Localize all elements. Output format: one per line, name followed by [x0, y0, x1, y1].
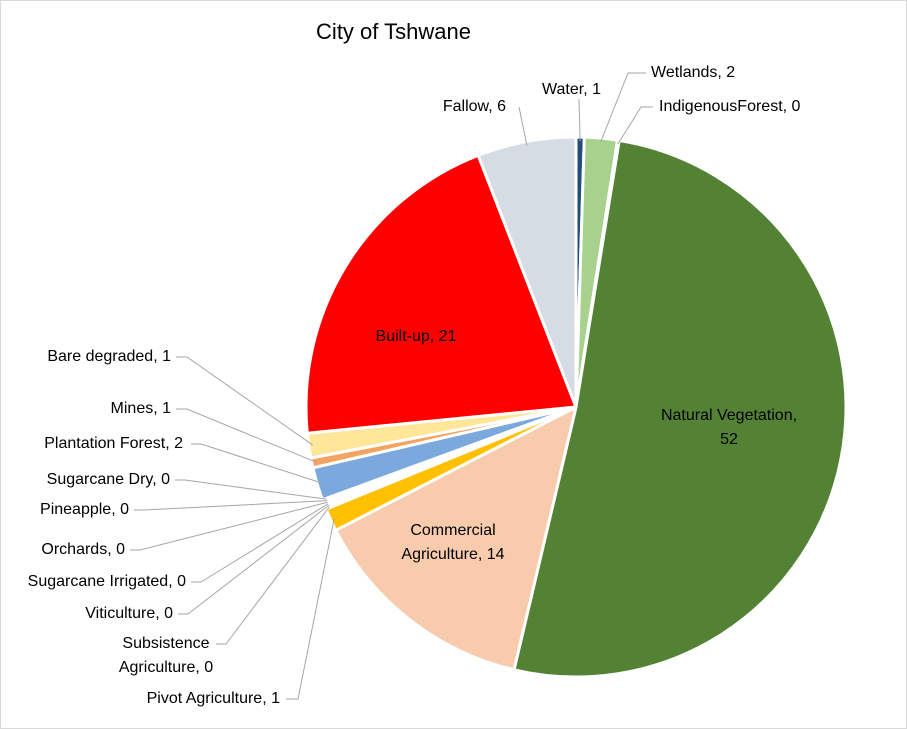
- data-label-pivot-agriculture: Pivot Agriculture, 1: [147, 690, 281, 707]
- leader-line-orchards: [130, 501, 328, 551]
- leader-line-mines: [176, 408, 316, 463]
- data-label-water: Water, 1: [542, 81, 601, 98]
- leader-line-fallow: [518, 106, 528, 146]
- leader-line-water: [578, 98, 581, 142]
- data-label-plantation-forest: Plantation Forest, 2: [44, 435, 183, 452]
- pie-slice-commercial-agriculture: [334, 405, 578, 672]
- pie-slice-built-up: [304, 153, 578, 435]
- leader-line-indigenousforest: [617, 106, 653, 145]
- data-label-subsistence-agriculture: Subsistence Agriculture, 0: [119, 635, 213, 676]
- leader-line-viticulture: [178, 504, 330, 615]
- leader-line-wetlands: [600, 72, 646, 143]
- data-label-indigenousforest: IndigenousForest, 0: [659, 98, 801, 115]
- data-label-natural-vegetation: Natural Vegetation, 52: [661, 407, 797, 448]
- data-label-mines: Mines, 1: [111, 400, 172, 417]
- pie-slice-natural-vegetation: [512, 138, 848, 679]
- leader-line-subsistence-agriculture: [216, 506, 330, 645]
- leader-line-sugarcane-irrigated: [191, 503, 329, 583]
- data-label-wetlands: Wetlands, 2: [651, 64, 735, 81]
- chart-title: City of Tshwane: [316, 19, 471, 44]
- data-label-sugarcane-dry: Sugarcane Dry, 0: [47, 471, 170, 488]
- data-label-orchards: Orchards, 0: [41, 541, 125, 558]
- leader-line-pineapple: [134, 500, 328, 511]
- data-label-fallow: Fallow, 6: [443, 98, 506, 115]
- leader-line-sugarcane-dry: [175, 479, 327, 500]
- data-label-sugarcane-irrigated: Sugarcane Irrigated, 0: [28, 573, 186, 590]
- leader-line-bare-degraded: [176, 356, 314, 446]
- data-label-built-up: Built-up, 21: [376, 328, 457, 345]
- leader-line-pivot-agriculture: [286, 518, 335, 700]
- data-label-commercial-agriculture: Commercial Agriculture, 14: [401, 522, 504, 563]
- data-label-bare-degraded: Bare degraded, 1: [47, 348, 171, 365]
- data-label-viticulture: Viticulture, 0: [85, 605, 173, 622]
- data-label-pineapple: Pineapple, 0: [40, 501, 129, 518]
- leader-line-plantation-forest: [191, 443, 322, 484]
